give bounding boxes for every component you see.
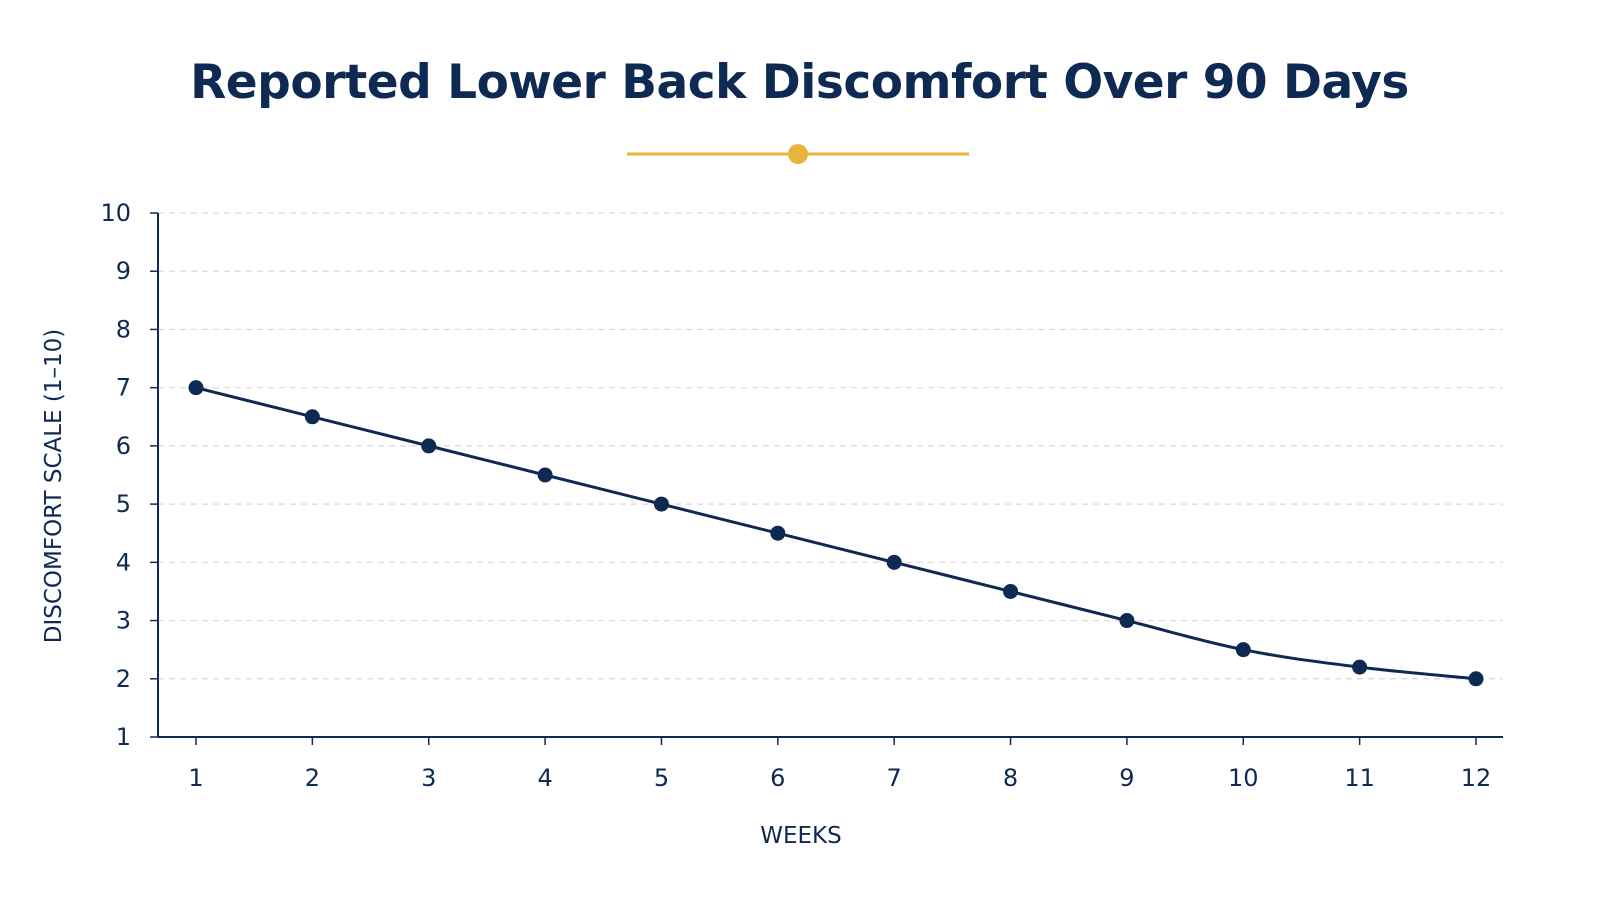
y-tick-labels: 1 2 3 4 5 6 7 8 9 10 <box>100 199 131 751</box>
y-tick-label: 4 <box>116 548 131 576</box>
y-axis-title: DISCOMFORT SCALE (1–10) <box>41 329 67 644</box>
y-tick-label: 1 <box>116 723 131 751</box>
x-axis-title: WEEKS <box>760 823 842 849</box>
y-tick-label: 3 <box>116 607 131 635</box>
x-tick-label: 12 <box>1461 764 1492 792</box>
x-tick-label: 8 <box>1003 764 1018 792</box>
series-discomfort <box>188 380 1484 687</box>
x-tick-label: 7 <box>887 764 902 792</box>
x-tick-label: 10 <box>1228 764 1259 792</box>
x-tick-label: 2 <box>305 764 320 792</box>
x-tick-labels: 1 2 3 4 5 6 7 8 9 10 11 12 <box>188 764 1491 792</box>
data-point <box>421 438 437 454</box>
title-divider <box>627 144 969 164</box>
y-tick-label: 10 <box>100 199 131 227</box>
y-tick-label: 6 <box>116 432 131 460</box>
y-tick-label: 2 <box>116 665 131 693</box>
x-tick-label: 11 <box>1344 764 1375 792</box>
x-tick-label: 6 <box>770 764 785 792</box>
y-tick-label: 8 <box>116 315 131 343</box>
x-tick-label: 3 <box>421 764 436 792</box>
x-tick-label: 9 <box>1119 764 1134 792</box>
data-point <box>1352 659 1368 675</box>
data-point <box>304 409 320 425</box>
axes <box>150 212 1503 745</box>
chart-title: Reported Lower Back Discomfort Over 90 D… <box>190 55 1409 110</box>
x-tick-label: 1 <box>188 764 203 792</box>
data-point <box>1235 642 1251 658</box>
data-point <box>1119 613 1135 629</box>
data-point <box>1003 583 1019 599</box>
data-point <box>770 525 786 541</box>
data-point <box>886 554 902 570</box>
x-tick-label: 5 <box>654 764 669 792</box>
grid-lines <box>158 212 1503 680</box>
series-line <box>195 386 1477 681</box>
y-tick-label: 5 <box>116 490 131 518</box>
y-tick-label: 7 <box>116 374 131 402</box>
data-point <box>653 496 669 512</box>
data-point <box>1468 671 1484 687</box>
data-point <box>537 467 553 483</box>
x-tick-label: 4 <box>537 764 552 792</box>
title-divider-dot-icon <box>788 144 808 164</box>
data-point <box>188 380 204 396</box>
y-tick-label: 9 <box>116 257 131 285</box>
